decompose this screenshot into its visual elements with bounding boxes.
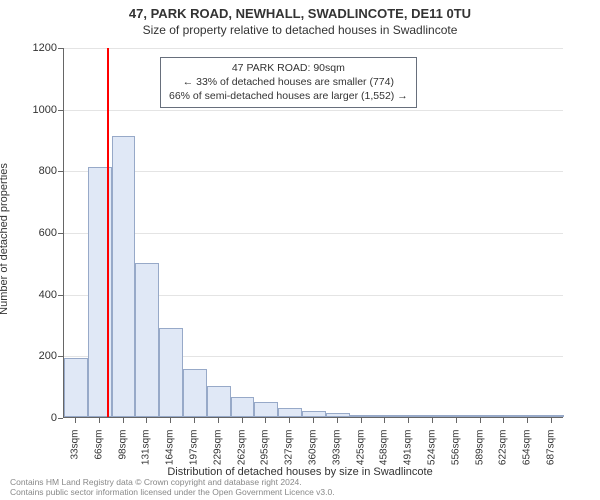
x-tick-label: 295sqm <box>260 430 271 480</box>
x-tick-label: 66sqm <box>93 430 104 480</box>
gridline <box>64 110 563 111</box>
y-tick <box>58 233 63 234</box>
x-tick-label: 687sqm <box>546 430 557 480</box>
x-tick-label: 458sqm <box>379 430 390 480</box>
histogram-bar <box>183 369 207 417</box>
x-tick-label: 197sqm <box>188 430 199 480</box>
histogram-bar <box>64 358 88 417</box>
x-tick-label: 164sqm <box>165 430 176 480</box>
histogram-bar <box>493 415 517 417</box>
histogram-bar <box>112 136 136 417</box>
x-tick-label: 491sqm <box>403 430 414 480</box>
histogram-bar <box>540 415 564 417</box>
x-tick <box>242 418 243 423</box>
x-tick-label: 589sqm <box>474 430 485 480</box>
footer-line-2: Contains public sector information licen… <box>10 487 335 497</box>
histogram-bar <box>374 415 398 417</box>
x-tick <box>384 418 385 423</box>
x-tick <box>313 418 314 423</box>
gridline <box>64 171 563 172</box>
y-tick-label: 0 <box>17 412 57 424</box>
x-tick-label: 131sqm <box>141 430 152 480</box>
y-tick <box>58 295 63 296</box>
chart-container: 47, PARK ROAD, NEWHALL, SWADLINCOTE, DE1… <box>0 0 600 500</box>
x-tick <box>170 418 171 423</box>
y-tick <box>58 171 63 172</box>
x-tick <box>456 418 457 423</box>
x-tick <box>99 418 100 423</box>
x-tick <box>503 418 504 423</box>
x-tick-label: 229sqm <box>212 430 223 480</box>
histogram-bar <box>516 415 540 417</box>
y-tick-label: 800 <box>17 165 57 177</box>
x-tick <box>408 418 409 423</box>
histogram-bar <box>421 415 445 417</box>
info-box: 47 PARK ROAD: 90sqm ← 33% of detached ho… <box>160 57 417 108</box>
y-tick <box>58 110 63 111</box>
y-tick <box>58 48 63 49</box>
x-tick-label: 556sqm <box>450 430 461 480</box>
y-tick-label: 600 <box>17 227 57 239</box>
x-tick-label: 360sqm <box>308 430 319 480</box>
footer: Contains HM Land Registry data © Crown c… <box>10 477 335 497</box>
histogram-bar <box>159 328 183 417</box>
x-tick <box>480 418 481 423</box>
x-tick-label: 393sqm <box>331 430 342 480</box>
x-tick <box>75 418 76 423</box>
x-tick <box>361 418 362 423</box>
histogram-bar <box>207 386 231 417</box>
gridline <box>64 48 563 49</box>
x-tick <box>218 418 219 423</box>
x-tick <box>432 418 433 423</box>
histogram-bar <box>231 397 255 417</box>
info-line-1: 47 PARK ROAD: 90sqm <box>169 61 408 75</box>
x-tick-label: 327sqm <box>284 430 295 480</box>
x-tick-label: 425sqm <box>355 430 366 480</box>
y-tick-label: 400 <box>17 289 57 301</box>
gridline <box>64 233 563 234</box>
y-tick-label: 200 <box>17 350 57 362</box>
y-tick <box>58 356 63 357</box>
x-tick <box>265 418 266 423</box>
y-tick-label: 1200 <box>17 42 57 54</box>
x-tick <box>527 418 528 423</box>
histogram-bar <box>326 413 350 417</box>
y-tick <box>58 418 63 419</box>
histogram-bar <box>350 415 374 417</box>
x-tick-label: 654sqm <box>522 430 533 480</box>
x-tick-label: 33sqm <box>69 430 80 480</box>
x-tick <box>289 418 290 423</box>
x-tick <box>194 418 195 423</box>
x-tick <box>337 418 338 423</box>
histogram-bar <box>302 411 326 417</box>
info-line-3: 66% of semi-detached houses are larger (… <box>169 89 408 103</box>
histogram-bar <box>469 415 493 417</box>
x-tick-label: 524sqm <box>427 430 438 480</box>
x-tick <box>146 418 147 423</box>
histogram-bar <box>445 415 469 417</box>
histogram-bar <box>254 402 278 417</box>
chart-title: 47, PARK ROAD, NEWHALL, SWADLINCOTE, DE1… <box>0 0 600 21</box>
y-tick-label: 1000 <box>17 104 57 116</box>
x-tick <box>551 418 552 423</box>
histogram-bar <box>397 415 421 417</box>
chart-subtitle: Size of property relative to detached ho… <box>0 21 600 37</box>
histogram-bar <box>278 408 302 417</box>
y-axis-title: Number of detached properties <box>0 163 10 315</box>
x-tick-label: 622sqm <box>498 430 509 480</box>
info-line-2: ← 33% of detached houses are smaller (77… <box>169 75 408 89</box>
x-tick-label: 98sqm <box>117 430 128 480</box>
histogram-bar <box>135 263 159 417</box>
marker-line <box>107 48 109 417</box>
x-tick <box>123 418 124 423</box>
x-tick-label: 262sqm <box>236 430 247 480</box>
